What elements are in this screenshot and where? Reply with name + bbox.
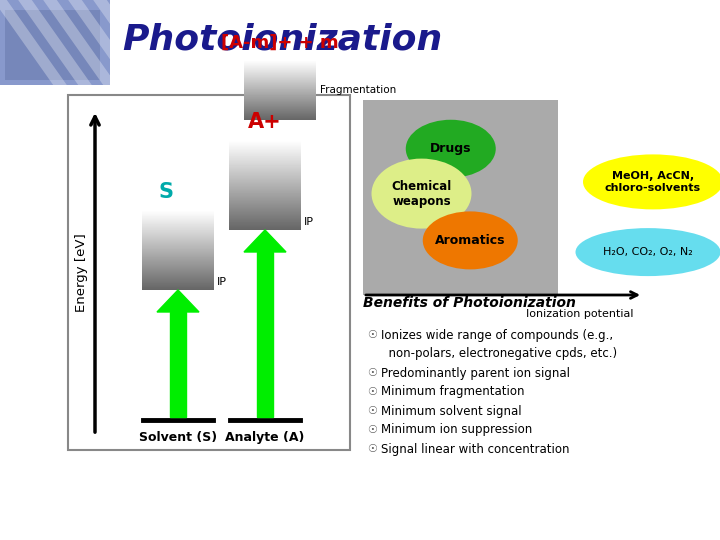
Bar — [5, 10, 100, 80]
Text: Minimum fragmentation: Minimum fragmentation — [381, 386, 524, 399]
Text: [A-m]+ + m: [A-m]+ + m — [221, 34, 339, 52]
Text: Photoionization: Photoionization — [122, 23, 442, 57]
Text: Minimum solvent signal: Minimum solvent signal — [381, 404, 521, 417]
Text: ☉: ☉ — [367, 425, 377, 435]
Text: Aromatics: Aromatics — [435, 234, 505, 247]
Text: Predominantly parent ion signal: Predominantly parent ion signal — [381, 367, 570, 380]
Polygon shape — [171, 312, 186, 417]
Text: IP: IP — [217, 277, 227, 287]
Text: A+: A+ — [248, 112, 282, 132]
Text: Minimum ion suppression: Minimum ion suppression — [381, 423, 532, 436]
Text: S: S — [158, 182, 174, 202]
Ellipse shape — [583, 154, 720, 210]
Text: Chemical
weapons: Chemical weapons — [392, 180, 451, 207]
Ellipse shape — [575, 228, 720, 276]
Text: Energy [eV]: Energy [eV] — [74, 234, 88, 312]
Ellipse shape — [406, 120, 496, 178]
Text: Benefits of Photoionization: Benefits of Photoionization — [363, 296, 576, 310]
Bar — [68, 95, 350, 450]
Text: ☉: ☉ — [367, 368, 377, 378]
Text: Drugs: Drugs — [430, 142, 472, 156]
Text: ☉: ☉ — [367, 444, 377, 454]
Text: ☉: ☉ — [367, 387, 377, 397]
Ellipse shape — [423, 211, 518, 269]
Bar — [0, 0, 110, 85]
Text: Analyte (A): Analyte (A) — [225, 431, 305, 444]
Ellipse shape — [372, 159, 472, 228]
Text: Fragmentation: Fragmentation — [320, 85, 396, 95]
Polygon shape — [157, 290, 199, 312]
Text: non-polars, electronegative cpds, etc.): non-polars, electronegative cpds, etc.) — [381, 348, 617, 361]
Polygon shape — [257, 252, 273, 417]
Text: IP: IP — [304, 217, 314, 227]
Polygon shape — [244, 230, 286, 252]
Text: H₂O, CO₂, O₂, N₂: H₂O, CO₂, O₂, N₂ — [603, 247, 693, 257]
Text: ☉: ☉ — [367, 406, 377, 416]
Text: Ionizes wide range of compounds (e.g.,: Ionizes wide range of compounds (e.g., — [381, 328, 613, 341]
Text: Ionization potential: Ionization potential — [526, 309, 633, 319]
Text: MeOH, AcCN,
chloro-solvents: MeOH, AcCN, chloro-solvents — [605, 171, 701, 193]
Text: Solvent (S): Solvent (S) — [139, 431, 217, 444]
Text: Signal linear with concentration: Signal linear with concentration — [381, 442, 570, 456]
Bar — [363, 100, 558, 295]
Text: ☉: ☉ — [367, 330, 377, 340]
